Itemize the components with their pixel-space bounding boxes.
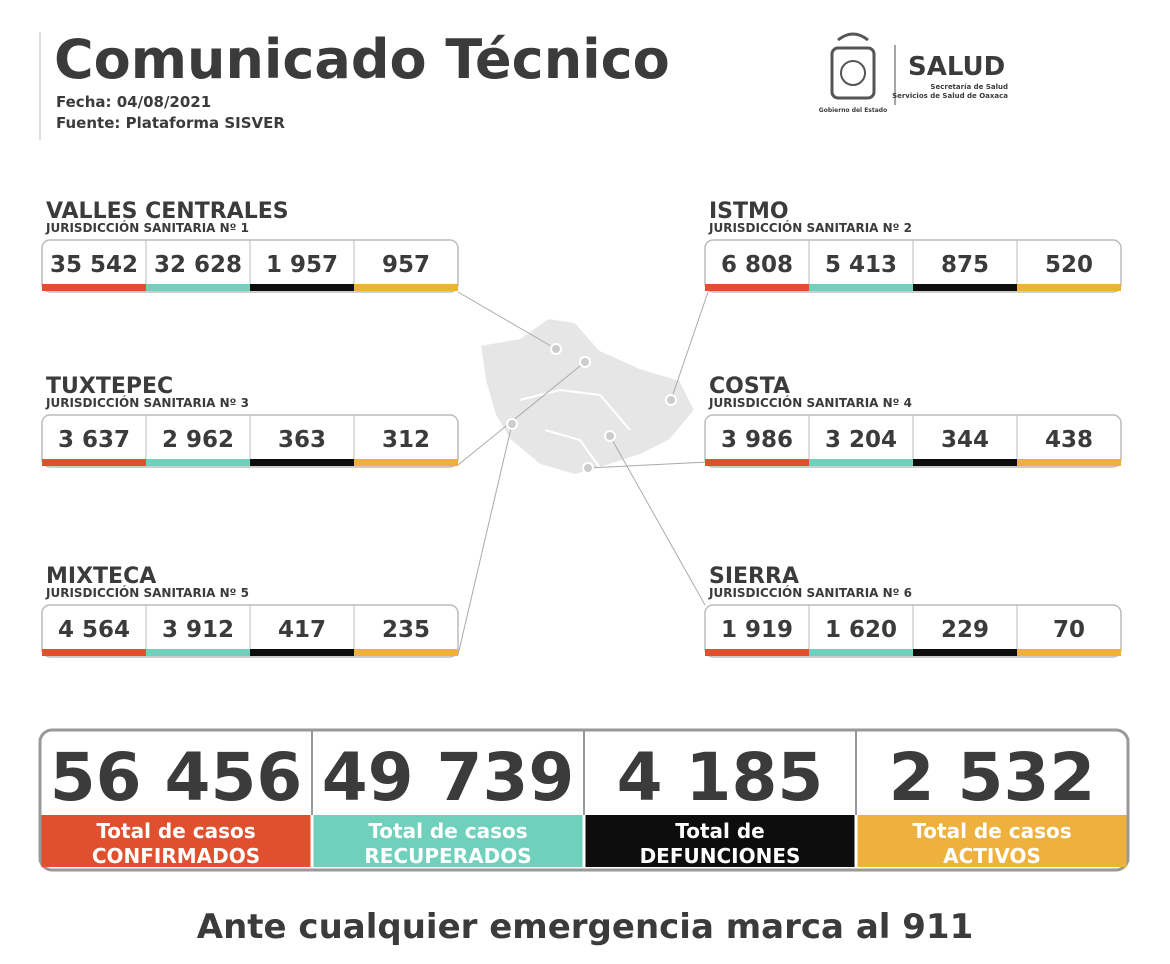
- total-band: [313, 815, 583, 867]
- region-value: 3 912: [162, 617, 234, 643]
- region-value: 6 808: [721, 252, 793, 278]
- region-value: 344: [941, 427, 989, 453]
- region-value: 875: [941, 252, 989, 278]
- region-jurisdiction: JURISDICCIÓN SANITARIA Nº 4: [708, 395, 912, 410]
- footer: Ante cualquier emergencia marca al 911: [197, 907, 973, 947]
- region-value: 3 637: [58, 427, 130, 453]
- region-jurisdiction: JURISDICCIÓN SANITARIA Nº 2: [708, 220, 912, 235]
- region-value: 3 986: [721, 427, 793, 453]
- region-bar: [146, 459, 250, 466]
- region-name: COSTA: [709, 374, 790, 399]
- region-bar: [1017, 649, 1121, 656]
- region-bar: [146, 649, 250, 656]
- region-bar: [705, 284, 809, 291]
- total-label: CONFIRMADOS: [92, 844, 260, 868]
- region-value: 1 957: [266, 252, 338, 278]
- source: Fuente: Plataforma SISVER: [56, 114, 285, 132]
- region-bar: [42, 284, 146, 291]
- region-value: 520: [1045, 252, 1093, 278]
- region-bar: [354, 649, 458, 656]
- region-bar: [809, 459, 913, 466]
- region-value: 235: [382, 617, 430, 643]
- total-label: RECUPERADOS: [364, 844, 531, 868]
- region-bar: [42, 459, 146, 466]
- region-bar: [705, 649, 809, 656]
- logo-gov: Gobierno del Estado: [819, 107, 887, 114]
- logo-line: Secretaría de Salud: [930, 83, 1008, 91]
- total-label: Total de casos: [912, 819, 1071, 843]
- date: Fecha: 04/08/2021: [56, 93, 211, 111]
- total-value: 4 185: [617, 739, 824, 816]
- region-value: 2 962: [162, 427, 234, 453]
- region-bar: [354, 459, 458, 466]
- region-value: 229: [941, 617, 989, 643]
- total-label: Total de casos: [368, 819, 527, 843]
- total-band: [41, 815, 311, 867]
- region-value: 5 413: [825, 252, 897, 278]
- region-bar: [250, 459, 354, 466]
- region-name: TUXTEPEC: [46, 374, 173, 399]
- map: [457, 291, 709, 656]
- region-value: 957: [382, 252, 430, 278]
- total-label: Total de: [675, 819, 764, 843]
- region-bar: [1017, 284, 1121, 291]
- region-bar: [250, 649, 354, 656]
- logo-title: SALUD: [908, 52, 1005, 82]
- region-value: 70: [1053, 617, 1085, 643]
- total-label: Total de casos: [96, 819, 255, 843]
- region-jurisdiction: JURISDICCIÓN SANITARIA Nº 1: [45, 220, 249, 235]
- region-name: VALLES CENTRALES: [46, 199, 289, 224]
- region-value: 1 620: [825, 617, 897, 643]
- region-value: 4 564: [58, 617, 130, 643]
- region-value: 312: [382, 427, 430, 453]
- region-bar: [354, 284, 458, 291]
- region-value: 438: [1045, 427, 1093, 453]
- region-value: 363: [278, 427, 326, 453]
- region-bar: [250, 284, 354, 291]
- logo: [830, 32, 896, 105]
- region-value: 3 204: [825, 427, 897, 453]
- region-bar: [146, 284, 250, 291]
- total-label: DEFUNCIONES: [640, 844, 801, 868]
- title: Comunicado Técnico: [54, 28, 670, 91]
- total-band: [585, 815, 855, 867]
- region-bar: [42, 649, 146, 656]
- total-value: 56 456: [50, 739, 303, 816]
- region-value: 417: [278, 617, 326, 643]
- region-bar: [809, 284, 913, 291]
- region-bar: [913, 284, 1017, 291]
- region-bar: [705, 459, 809, 466]
- region-bar: [913, 459, 1017, 466]
- total-value: 49 739: [322, 739, 575, 816]
- logo-line: Servicios de Salud de Oaxaca: [892, 92, 1008, 100]
- region-jurisdiction: JURISDICCIÓN SANITARIA Nº 6: [708, 585, 912, 600]
- region-name: MIXTECA: [46, 564, 156, 589]
- region-value: 1 919: [721, 617, 793, 643]
- region-name: SIERRA: [709, 564, 799, 589]
- total-band: [857, 815, 1127, 867]
- region-value: 32 628: [154, 252, 242, 278]
- region-jurisdiction: JURISDICCIÓN SANITARIA Nº 5: [45, 585, 249, 600]
- total-value: 2 532: [889, 739, 1096, 816]
- total-label: ACTIVOS: [943, 844, 1041, 868]
- region-bar: [913, 649, 1017, 656]
- region-jurisdiction: JURISDICCIÓN SANITARIA Nº 3: [45, 395, 249, 410]
- region-bar: [809, 649, 913, 656]
- region-name: ISTMO: [709, 199, 789, 224]
- region-bar: [1017, 459, 1121, 466]
- region-value: 35 542: [50, 252, 138, 278]
